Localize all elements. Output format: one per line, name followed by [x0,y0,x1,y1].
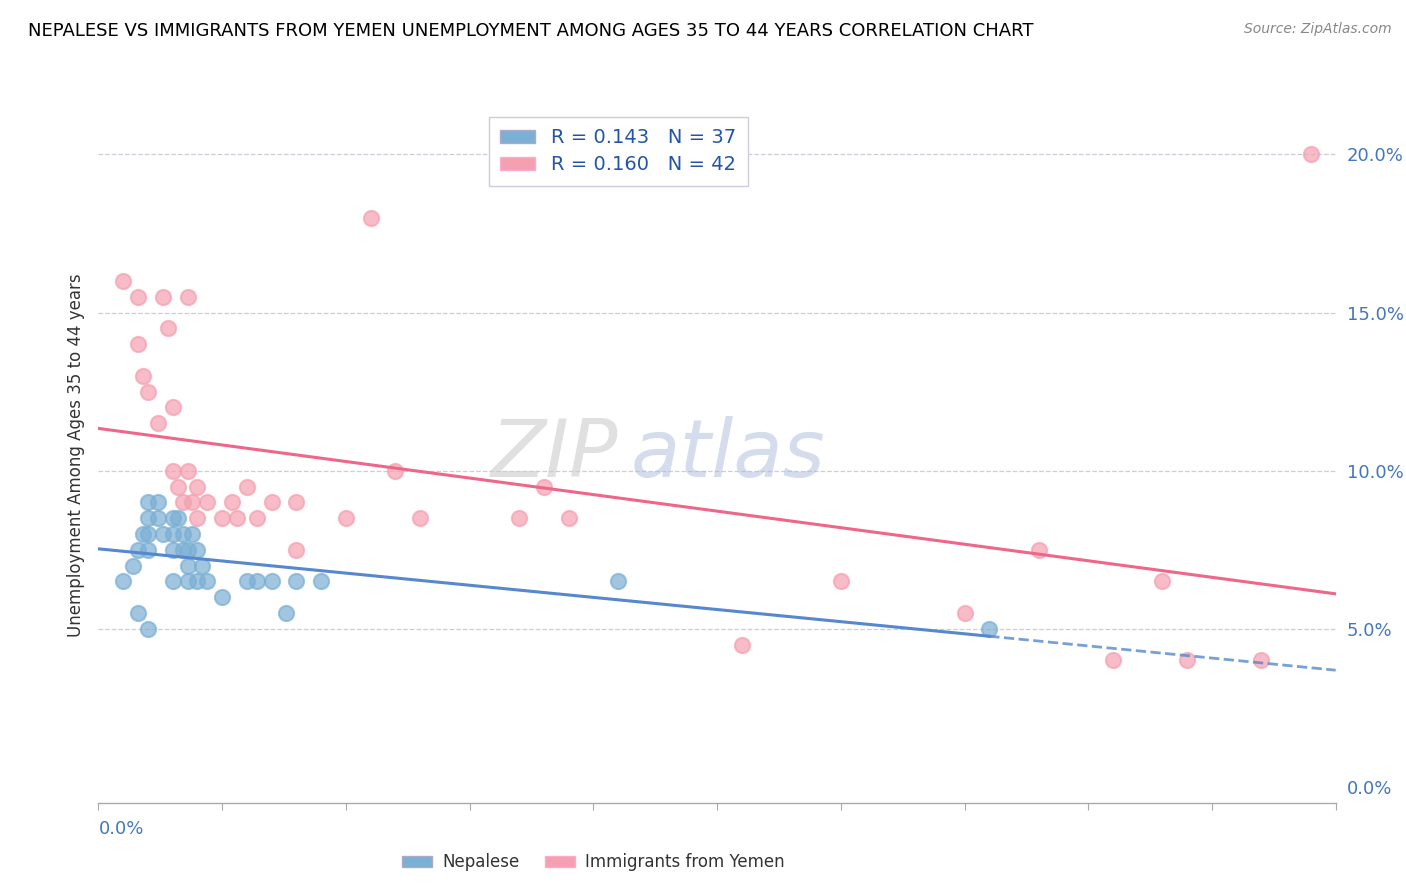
Point [112,574,135,589]
Point [186,511,208,525]
Point [533,479,555,493]
Point [166,479,188,493]
Point [211,511,233,525]
Point [236,574,259,589]
Point [122,558,145,573]
Point [285,495,308,509]
Point [508,511,530,525]
Point [181,527,204,541]
Y-axis label: Unemployment Among Ages 35 to 44 years: Unemployment Among Ages 35 to 44 years [66,273,84,637]
Point [127,542,149,557]
Point [186,542,208,557]
Point [607,574,630,589]
Point [127,290,149,304]
Point [557,511,579,525]
Point [136,527,159,541]
Point [285,574,308,589]
Point [127,337,149,351]
Point [166,511,188,525]
Point [221,495,243,509]
Point [731,638,754,652]
Point [276,606,298,620]
Point [136,384,159,399]
Point [1152,574,1174,589]
Point [309,574,332,589]
Point [136,511,159,525]
Point [146,511,169,525]
Point [132,368,155,383]
Point [953,606,976,620]
Point [1250,653,1272,667]
Point [360,211,382,225]
Point [132,527,155,541]
Point [181,495,204,509]
Point [172,527,194,541]
Point [211,591,233,605]
Point [1028,542,1050,557]
Point [195,574,218,589]
Point [146,495,169,509]
Point [1102,653,1125,667]
Point [176,290,198,304]
Point [191,558,214,573]
Point [162,527,184,541]
Legend: Nepalese, Immigrants from Yemen: Nepalese, Immigrants from Yemen [395,847,792,878]
Point [162,574,184,589]
Point [335,511,357,525]
Text: Source: ZipAtlas.com: Source: ZipAtlas.com [1244,22,1392,37]
Text: 0.0%: 0.0% [98,821,143,838]
Point [176,464,198,478]
Point [112,274,135,288]
Point [162,401,184,415]
Point [172,495,194,509]
Point [1299,147,1322,161]
Point [176,558,198,573]
Point [176,574,198,589]
Point [226,511,249,525]
Point [162,464,184,478]
Point [260,574,283,589]
Point [830,574,852,589]
Point [195,495,218,509]
Point [246,511,269,525]
Point [285,542,308,557]
Point [186,574,208,589]
Point [152,527,174,541]
Point [236,479,259,493]
Point [384,464,406,478]
Point [1175,653,1198,667]
Text: ZIP: ZIP [491,416,619,494]
Point [162,542,184,557]
Point [136,542,159,557]
Point [176,542,198,557]
Point [162,511,184,525]
Text: NEPALESE VS IMMIGRANTS FROM YEMEN UNEMPLOYMENT AMONG AGES 35 TO 44 YEARS CORRELA: NEPALESE VS IMMIGRANTS FROM YEMEN UNEMPL… [28,22,1033,40]
Text: atlas: atlas [630,416,825,494]
Point [156,321,179,335]
Point [152,290,174,304]
Point [186,479,208,493]
Point [146,417,169,431]
Point [172,542,194,557]
Point [127,606,149,620]
Point [409,511,432,525]
Point [246,574,269,589]
Point [136,495,159,509]
Point [260,495,283,509]
Point [136,622,159,636]
Point [979,622,1001,636]
